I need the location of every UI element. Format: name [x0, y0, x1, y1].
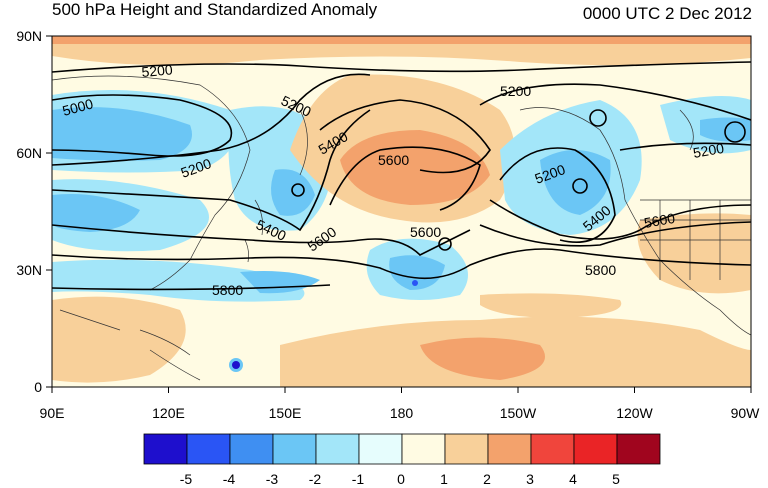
lon-tick-label: 180 [390, 405, 414, 421]
contour-label: 5200 [141, 61, 174, 80]
closed-low-canada [589, 109, 607, 127]
colorbar-swatch [272, 433, 317, 465]
longitude-labels: 90E 120E 150E 180 150W 120W 90W [40, 405, 761, 421]
colorbar-labels: -5 -4 -3 -2 -1 0 1 2 3 4 5 [180, 471, 620, 487]
closed-low-ryukyu [291, 183, 305, 197]
contour-5000 [52, 94, 233, 157]
colorbar [143, 433, 661, 465]
arctic-warm-band-strong [52, 36, 751, 44]
contour-label: 5800 [585, 262, 616, 278]
contour-label: 5200 [692, 140, 726, 161]
colorbar-label: 2 [483, 471, 491, 487]
colorbar-label: -3 [266, 471, 279, 487]
colorbar-swatch [186, 433, 231, 465]
colorbar-label: 1 [440, 471, 448, 487]
contour-label: 5200 [500, 83, 531, 99]
contour-label: 5600 [643, 210, 677, 231]
north-america-coast [519, 107, 751, 336]
latitude-labels: 90N 60N 30N 0 [16, 28, 42, 395]
colorbar-label: 4 [569, 471, 577, 487]
contour-5800-subtropical [52, 284, 331, 291]
anomaly-shading [52, 36, 751, 387]
closed-low-gulf [572, 178, 588, 194]
colorbar-swatch [358, 433, 403, 465]
contour-label: 5600 [378, 152, 409, 168]
contour-5200-canada [619, 142, 751, 151]
colorbar-label: -2 [309, 471, 322, 487]
lon-tick-label: 90W [731, 405, 761, 421]
lat-tick-label: 0 [34, 379, 42, 395]
arctic-warm-lobe [52, 56, 751, 66]
usa-warm [637, 213, 751, 294]
lat-tick-label: 30N [16, 262, 42, 278]
colorbar-swatch [616, 433, 661, 465]
hudson-bay [679, 109, 694, 151]
maritime-continent [59, 309, 201, 381]
height-contours [52, 61, 751, 291]
atlantic-subtropical-warm [480, 293, 622, 318]
pacific-warm-core [340, 130, 490, 205]
north-pacific-cold-peak [412, 280, 418, 286]
lon-tick-label: 120W [616, 405, 653, 421]
eq-pacific-warm-core [420, 337, 545, 380]
subtropical-cold-strip [52, 259, 305, 302]
lat-tick-label: 60N [16, 145, 42, 161]
colorbar-swatch [143, 433, 188, 465]
colorbar-label: 3 [526, 471, 534, 487]
colorbar-label: -1 [352, 471, 365, 487]
contour-5200-trough [499, 147, 616, 244]
colorbar-swatch [573, 433, 618, 465]
contour-5800-south [52, 248, 751, 280]
map-title: 500 hPa Height and Standardized Anomaly [52, 0, 378, 19]
typhoon-anomaly-core [232, 361, 240, 369]
colorbar-label: -5 [180, 471, 193, 487]
contour-5600-south [52, 224, 471, 256]
japan-outline [244, 199, 264, 263]
contour-5600-ridge [329, 146, 481, 211]
colorbar-swatch [401, 433, 446, 465]
lon-tick-label: 150E [269, 405, 302, 421]
contour-5400-trough [489, 199, 751, 240]
contour-5200-alaska [479, 83, 751, 121]
lon-tick-label: 90E [40, 405, 65, 421]
tick-marks [46, 35, 752, 393]
kamchatka [299, 109, 308, 176]
contour-label: 5600 [410, 224, 441, 240]
valid-time: 0000 UTC 2 Dec 2012 [582, 4, 752, 23]
contour-5600-trough [479, 221, 751, 247]
colorbar-swatch [487, 433, 532, 465]
colorbar-label: 0 [397, 471, 405, 487]
lon-tick-label: 120E [152, 405, 185, 421]
contour-5400-ridge [319, 99, 491, 174]
us-states-grid [640, 199, 751, 280]
colorbar-swatch [315, 433, 360, 465]
north-pacific-cold-core [389, 255, 445, 290]
colorbar-swatch [229, 433, 274, 465]
closed-low-pacific [438, 237, 452, 251]
lon-tick-label: 150W [500, 405, 537, 421]
contour-label: 5000 [61, 95, 95, 119]
contour-5200-north [52, 61, 751, 73]
gulf-alaska-cold-core [540, 150, 611, 215]
lat-tick-label: 90N [16, 28, 42, 44]
closed-low-hudson [724, 121, 746, 143]
contour-5200-asia [52, 73, 371, 166]
contour-label: 5800 [212, 282, 243, 298]
colorbar-label: -4 [223, 471, 236, 487]
central-asia-cold-core [52, 194, 140, 232]
contour-5400-asia [52, 109, 371, 232]
colorbar-swatch [530, 433, 575, 465]
colorbar-swatch [444, 433, 489, 465]
colorbar-label: 5 [612, 471, 620, 487]
siberia-cold-core [52, 107, 192, 161]
